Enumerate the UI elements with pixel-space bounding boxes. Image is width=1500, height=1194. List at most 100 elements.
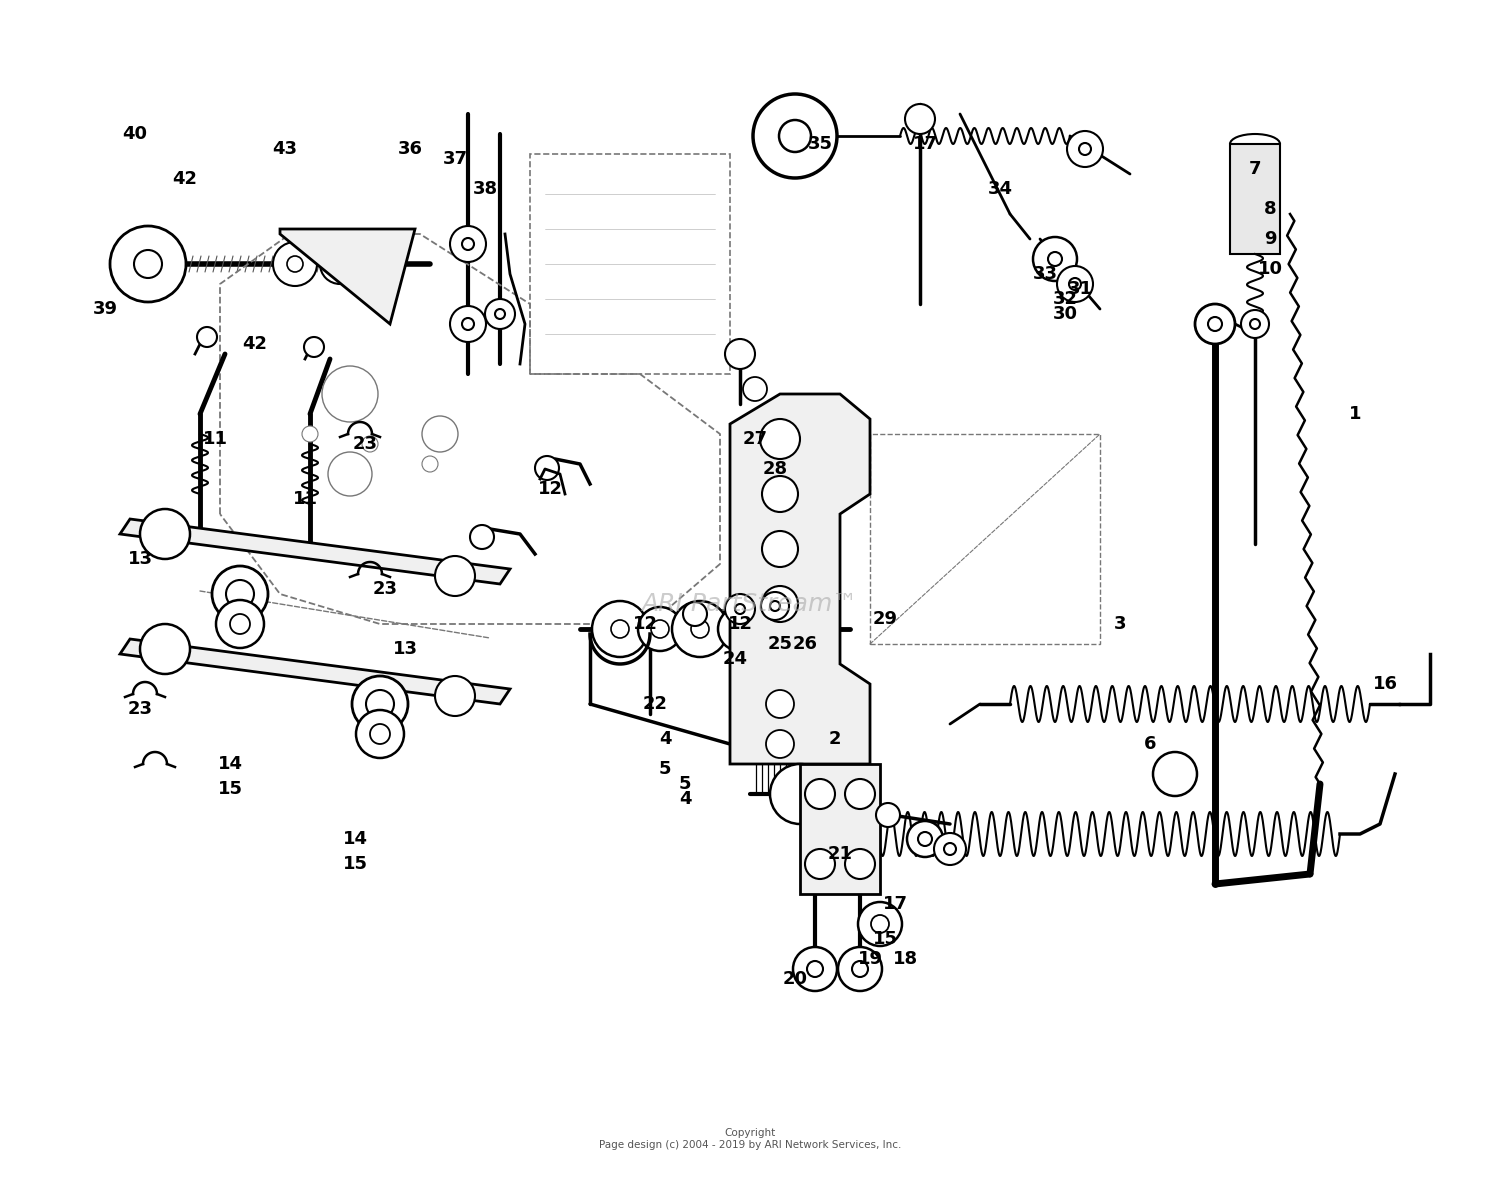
Circle shape (730, 620, 748, 638)
Polygon shape (120, 639, 510, 704)
Text: Copyright
Page design (c) 2004 - 2019 by ARI Network Services, Inc.: Copyright Page design (c) 2004 - 2019 by… (598, 1128, 902, 1150)
Polygon shape (730, 394, 870, 764)
Text: 12: 12 (633, 615, 657, 633)
Text: 13: 13 (393, 640, 417, 658)
Circle shape (735, 604, 746, 614)
Text: 11: 11 (202, 430, 228, 448)
Circle shape (771, 620, 789, 638)
Text: 14: 14 (342, 830, 368, 848)
Circle shape (794, 947, 837, 991)
Text: 15: 15 (342, 855, 368, 873)
Polygon shape (870, 433, 1100, 644)
Circle shape (844, 778, 874, 810)
Polygon shape (530, 154, 730, 374)
Text: 42: 42 (243, 336, 267, 353)
Text: 11: 11 (292, 490, 318, 507)
Circle shape (484, 298, 514, 330)
Circle shape (110, 226, 186, 302)
Circle shape (462, 318, 474, 330)
Text: 30: 30 (1053, 304, 1077, 324)
Circle shape (754, 603, 806, 656)
Text: 10: 10 (1257, 260, 1282, 278)
Circle shape (806, 849, 836, 879)
Text: 19: 19 (858, 950, 882, 968)
Circle shape (778, 121, 812, 152)
Text: 17: 17 (912, 135, 938, 153)
Text: 20: 20 (783, 970, 807, 987)
Circle shape (495, 309, 506, 319)
Text: 33: 33 (1032, 265, 1058, 283)
Text: 18: 18 (892, 950, 918, 968)
Text: 22: 22 (642, 695, 668, 713)
Text: ARI PartStream™: ARI PartStream™ (642, 592, 858, 616)
Circle shape (273, 242, 316, 287)
Circle shape (304, 337, 324, 357)
Circle shape (944, 843, 956, 855)
Text: 24: 24 (723, 650, 747, 667)
Circle shape (934, 833, 966, 864)
Circle shape (366, 690, 394, 718)
Circle shape (422, 456, 438, 472)
Polygon shape (280, 229, 416, 324)
Circle shape (610, 620, 628, 638)
Text: 35: 35 (807, 135, 832, 153)
Circle shape (422, 416, 458, 453)
Text: 14: 14 (217, 755, 243, 773)
Text: 15: 15 (873, 930, 897, 948)
Circle shape (134, 250, 162, 278)
Circle shape (753, 94, 837, 178)
Text: 39: 39 (93, 300, 117, 318)
Circle shape (760, 419, 800, 458)
Polygon shape (800, 764, 880, 894)
Circle shape (140, 624, 190, 673)
Text: 2: 2 (828, 730, 842, 747)
Circle shape (770, 601, 780, 611)
Circle shape (904, 104, 934, 134)
Text: 34: 34 (987, 180, 1012, 198)
Text: 43: 43 (273, 140, 297, 158)
Circle shape (435, 676, 476, 716)
Circle shape (286, 256, 303, 272)
Circle shape (770, 764, 830, 824)
Circle shape (807, 961, 824, 977)
Circle shape (320, 244, 360, 284)
Circle shape (1240, 310, 1269, 338)
Circle shape (682, 602, 706, 626)
Circle shape (352, 676, 408, 732)
Circle shape (918, 832, 932, 847)
Text: 8: 8 (1263, 201, 1276, 219)
Text: 12: 12 (537, 480, 562, 498)
Text: 27: 27 (742, 430, 768, 448)
Circle shape (760, 592, 789, 620)
Circle shape (858, 901, 901, 946)
Text: 42: 42 (172, 170, 198, 187)
Circle shape (1048, 252, 1062, 266)
Circle shape (196, 327, 217, 347)
Text: 7: 7 (1248, 160, 1262, 178)
Text: 28: 28 (762, 460, 788, 478)
Circle shape (766, 690, 794, 718)
Text: 25: 25 (768, 635, 792, 653)
Circle shape (211, 566, 268, 622)
Circle shape (1196, 304, 1234, 344)
Text: 6: 6 (1143, 736, 1156, 753)
Text: 5: 5 (658, 761, 672, 778)
Circle shape (1250, 319, 1260, 330)
Circle shape (1154, 752, 1197, 796)
Circle shape (140, 509, 190, 559)
Circle shape (226, 580, 254, 608)
Circle shape (1058, 266, 1094, 302)
Text: 4: 4 (678, 790, 692, 808)
Text: 29: 29 (873, 610, 897, 628)
Circle shape (328, 453, 372, 496)
Circle shape (356, 710, 404, 758)
Text: 16: 16 (1372, 675, 1398, 693)
Circle shape (871, 915, 889, 933)
Polygon shape (120, 519, 510, 584)
Circle shape (844, 849, 874, 879)
Circle shape (692, 620, 709, 638)
Text: 31: 31 (1068, 281, 1092, 298)
Circle shape (1070, 278, 1082, 290)
Circle shape (638, 607, 682, 651)
Text: 23: 23 (372, 580, 398, 598)
